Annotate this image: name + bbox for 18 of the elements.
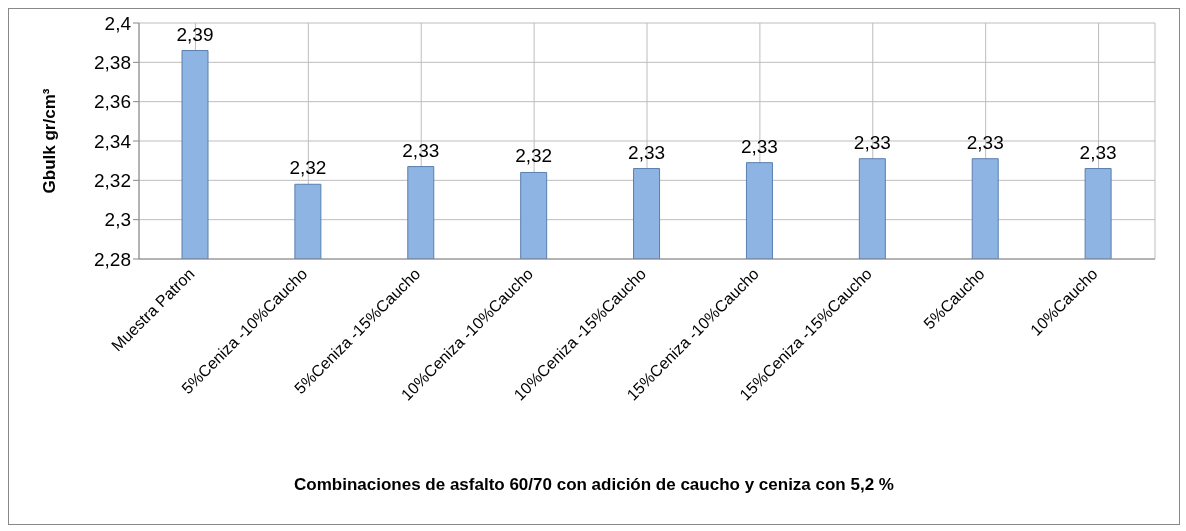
y-axis-title: Gbulk gr/cm³ <box>40 88 60 194</box>
data-label: 2,33 <box>853 131 891 153</box>
data-label: 2,33 <box>402 139 440 161</box>
data-label: 2,32 <box>515 145 553 167</box>
data-label: 2,33 <box>628 141 666 163</box>
y-tick-label: 2,28 <box>94 248 131 270</box>
y-tick-label: 2,3 <box>104 209 131 231</box>
x-axis-title: Combinaciones de asfalto 60/70 con adición de caucho y ceniza con 5,2 % <box>293 475 895 495</box>
data-label: 2,33 <box>1079 141 1117 163</box>
data-label: 2,33 <box>740 135 778 157</box>
data-label: 2,33 <box>966 131 1004 153</box>
y-tick-label: 2,36 <box>94 91 131 113</box>
y-tick-label: 2,4 <box>104 12 132 34</box>
y-tick-label: 2,32 <box>94 170 131 192</box>
y-tick-label: 2,34 <box>94 130 132 152</box>
data-label: 2,32 <box>289 157 327 179</box>
data-label: 2,39 <box>176 23 214 45</box>
y-tick-label: 2,38 <box>94 52 131 74</box>
